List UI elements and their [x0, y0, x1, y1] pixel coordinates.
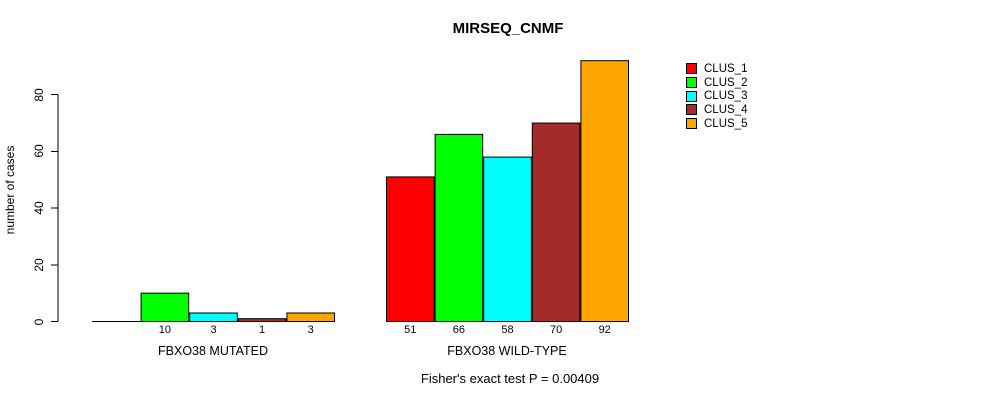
bar-clus_3 — [189, 312, 238, 322]
legend-swatch-clus_5 — [686, 118, 697, 130]
bar-clus_3 — [483, 156, 532, 322]
y-tick-label: 20 — [32, 258, 46, 272]
legend-item: CLUS_4 — [686, 103, 747, 117]
y-tick-label: 60 — [32, 144, 46, 159]
legend-swatch-clus_1 — [686, 63, 697, 75]
legend: CLUS_1 CLUS_2 CLUS_3 CLUS_4 CLUS_5 — [686, 62, 747, 130]
legend-item: CLUS_1 — [686, 62, 747, 76]
legend-swatch-clus_4 — [686, 104, 697, 116]
bar-value-label: 1 — [259, 324, 266, 336]
legend-label: CLUS_4 — [704, 103, 748, 116]
legend-item: CLUS_5 — [686, 117, 747, 131]
bar-clus_5 — [286, 312, 335, 322]
legend-label: CLUS_5 — [704, 117, 748, 130]
bar-value-label: 3 — [210, 324, 217, 336]
legend-swatch-clus_3 — [686, 90, 697, 102]
bar-value-label: 92 — [598, 324, 611, 336]
group-label-fbxo38-wild-type: FBXO38 WILD-TYPE — [447, 344, 567, 358]
y-tick-label: 40 — [32, 201, 46, 215]
y-tick-label: 80 — [32, 88, 46, 102]
legend-swatch-clus_2 — [686, 77, 697, 89]
bar-clus_5 — [580, 60, 630, 323]
bar-clus_2 — [434, 133, 484, 322]
bar-clus_4 — [237, 318, 287, 323]
bar-value-label: 70 — [549, 324, 563, 336]
fisher-test-annotation: Fisher's exact test P = 0.00409 — [420, 371, 600, 386]
bar-clus_2 — [140, 292, 190, 322]
legend-item: CLUS_3 — [686, 89, 747, 103]
bar-clus_4 — [531, 122, 581, 322]
legend-label: CLUS_3 — [704, 90, 748, 103]
bar-value-label: 3 — [307, 324, 314, 336]
bar-value-label: 51 — [404, 324, 417, 336]
bar-value-label: 58 — [501, 324, 514, 336]
legend-label: CLUS_1 — [704, 62, 748, 75]
group-label-fbxo38-mutated: FBXO38 MUTATED — [158, 344, 268, 358]
chart-title: MIRSEQ_CNMF — [452, 20, 564, 37]
y-tick-label: 0 — [32, 318, 46, 325]
legend-item: CLUS_2 — [686, 76, 747, 90]
bar-value-label: 10 — [158, 324, 172, 336]
bar-clus_1 — [386, 176, 435, 322]
legend-label: CLUS_2 — [704, 76, 748, 89]
bar-value-label: 66 — [452, 324, 466, 336]
